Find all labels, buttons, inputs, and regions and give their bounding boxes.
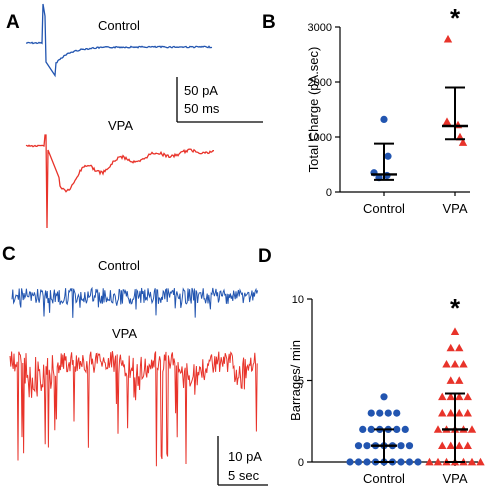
panel-d-control-point [380, 393, 388, 401]
panel-d-control-point [393, 425, 401, 433]
panel-d-control-point [363, 442, 371, 450]
panel-c-control-label: Control [98, 258, 140, 273]
panel-d-y-tick-label: 0 [298, 457, 304, 469]
panel-d-vpa-point [446, 441, 455, 450]
panel-c-scale-x-label: 5 sec [228, 468, 260, 483]
panel-d-control-point [397, 458, 405, 466]
panel-d-control-point [376, 409, 384, 417]
panel-a-scale-x-label: 50 ms [184, 101, 220, 116]
panel-d-control-point [363, 458, 371, 466]
panel-c-scale-y-label: 10 pA [228, 449, 262, 464]
panel-d-y-tick-label: 5 [298, 376, 304, 388]
panel-b-vpa-point [443, 34, 453, 43]
panel-b-y-axis-label: Total Charge (pA.sec) [306, 47, 321, 173]
panel-d-control-point [354, 458, 363, 466]
panel-d-vpa-point [455, 441, 464, 450]
panel-b-chart: 0 1000 2000 3000 Total Charge (pA.sec) Contro… [306, 3, 470, 216]
panel-d-vpa-point [433, 457, 443, 466]
panel-d-control-point [393, 409, 401, 417]
panel-b-y-tick-label: 3000 [308, 22, 332, 34]
panel-d-vpa-point [455, 408, 464, 417]
panel-d-vpa-point [446, 408, 455, 417]
panel-a-control-trace [25, 3, 213, 78]
panel-d-control-point [405, 442, 414, 450]
panel-d-control-point [384, 409, 392, 417]
panel-d-vpa-point [438, 392, 447, 401]
panel-d-vpa-point [438, 408, 447, 417]
panel-b-y-tick-label: 1000 [308, 132, 332, 144]
panel-b-control-point [384, 152, 392, 160]
panel-d-vpa-point [446, 343, 455, 352]
panel-d-vpa-point [438, 441, 447, 450]
panel-b-vpa-point [442, 117, 452, 125]
panel-d-vpa-point [455, 343, 464, 352]
panel-c-control-trace [11, 286, 259, 318]
panel-d-vpa-point [455, 392, 464, 401]
panel-b-y-tick-label: 2000 [308, 77, 332, 89]
panel-d-vpa-point [463, 441, 472, 450]
panel-a-control-label: Control [98, 18, 140, 33]
panel-d-control-point [359, 425, 367, 433]
panel-d-control-point [354, 442, 363, 450]
panel-d-vpa-point [463, 392, 472, 401]
panel-d-vpa-point [442, 360, 451, 368]
panel-b-category-label: Control [363, 201, 405, 216]
panel-letter-c: C [2, 244, 16, 265]
panel-d-vpa-point [433, 425, 443, 433]
panel-d-vpa-point [467, 425, 477, 433]
panel-d-vpa-point [467, 457, 477, 466]
panel-c: Control VPA 10 pA 5 sec [9, 258, 268, 486]
panel-a: Control VPA 50 pA 50 ms [25, 3, 263, 229]
panel-d-vpa-point [425, 457, 434, 466]
panel-d-y-tick-label: 10 [292, 294, 304, 306]
panel-b-category-label: VPA [442, 201, 467, 216]
panel-d-control-point [401, 425, 409, 433]
panel-d-vpa-point [446, 392, 455, 401]
panel-d-vpa-point [446, 376, 455, 384]
panel-d-control-point [397, 442, 405, 450]
panel-d-vpa-point [450, 360, 460, 368]
panel-d-vpa-point [463, 408, 472, 417]
panel-d-category-label: Control [363, 471, 405, 486]
panel-d-vpa-point [450, 327, 460, 335]
panel-a-scale-y-label: 50 pA [184, 83, 218, 98]
panel-c-vpa-trace [9, 351, 258, 467]
panel-d-control-point [367, 425, 375, 433]
panel-d-y-axis-label: Barrages/ min [288, 340, 303, 421]
panel-d-chart: 0 5 10 Barrages/ min Control VPA * [288, 293, 485, 486]
panel-b-y-tick-label: 0 [326, 187, 332, 199]
panel-d-significance-star: * [450, 293, 461, 323]
panel-d-vpa-point [455, 376, 464, 384]
panel-a-vpa-trace [25, 134, 214, 229]
panel-d-control-point [346, 458, 354, 466]
panel-b-vpa-point [458, 138, 468, 146]
panel-b-significance-star: * [450, 3, 461, 33]
panel-d-category-label: VPA [442, 471, 467, 486]
panel-d-vpa-point [459, 360, 468, 368]
panel-d-vpa-point [476, 457, 485, 466]
panel-letter-a: A [6, 12, 20, 33]
panel-d-control-point [405, 458, 414, 466]
panel-d-control-point [367, 409, 375, 417]
panel-c-vpa-label: VPA [112, 326, 137, 341]
panel-letter-b: B [262, 12, 276, 33]
panel-a-vpa-label: VPA [108, 118, 133, 133]
panel-letter-d: D [258, 246, 272, 267]
panel-b-control-point [380, 115, 388, 123]
panel-d-control-point [414, 458, 422, 466]
